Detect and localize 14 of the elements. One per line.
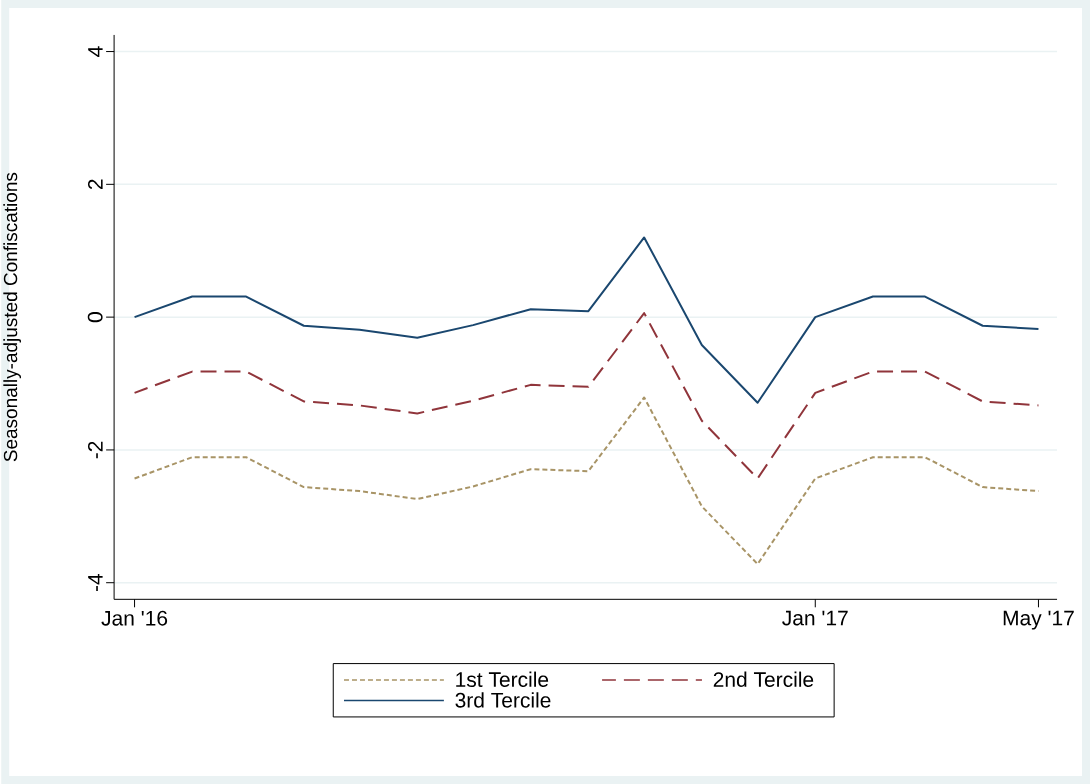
line-series	[133, 236, 1040, 404]
x-tick-label: Jan '17	[782, 610, 848, 626]
y-tick-label: -4	[88, 573, 103, 592]
legend-label: 2nd Tercile	[713, 671, 814, 687]
y-tick-label: 0	[87, 312, 103, 323]
y-tick-label: 2	[87, 179, 103, 190]
x-tick-label: Jan '16	[101, 610, 168, 626]
line-series	[133, 312, 1040, 480]
legend-label: 1st Tercile	[456, 671, 549, 687]
y-tick-label: 4	[88, 46, 103, 57]
x-tick-label: May '17	[1003, 610, 1074, 630]
y-tick-label: -2	[87, 441, 103, 459]
legend-label: 3rd Tercile	[455, 692, 551, 708]
y-axis-title: Seasonally-adjusted Confiscations	[3, 172, 21, 462]
